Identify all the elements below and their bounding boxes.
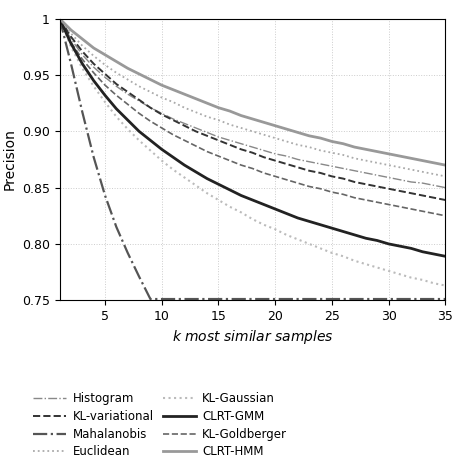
Legend: Histogram, KL-variational, Mahalanobis, Euclidean, KL-Gaussian, CLRT-GMM, KL-Gol: Histogram, KL-variational, Mahalanobis, …: [34, 392, 287, 458]
Y-axis label: Precision: Precision: [2, 129, 17, 190]
X-axis label: $k$ most similar samples: $k$ most similar samples: [172, 328, 333, 347]
